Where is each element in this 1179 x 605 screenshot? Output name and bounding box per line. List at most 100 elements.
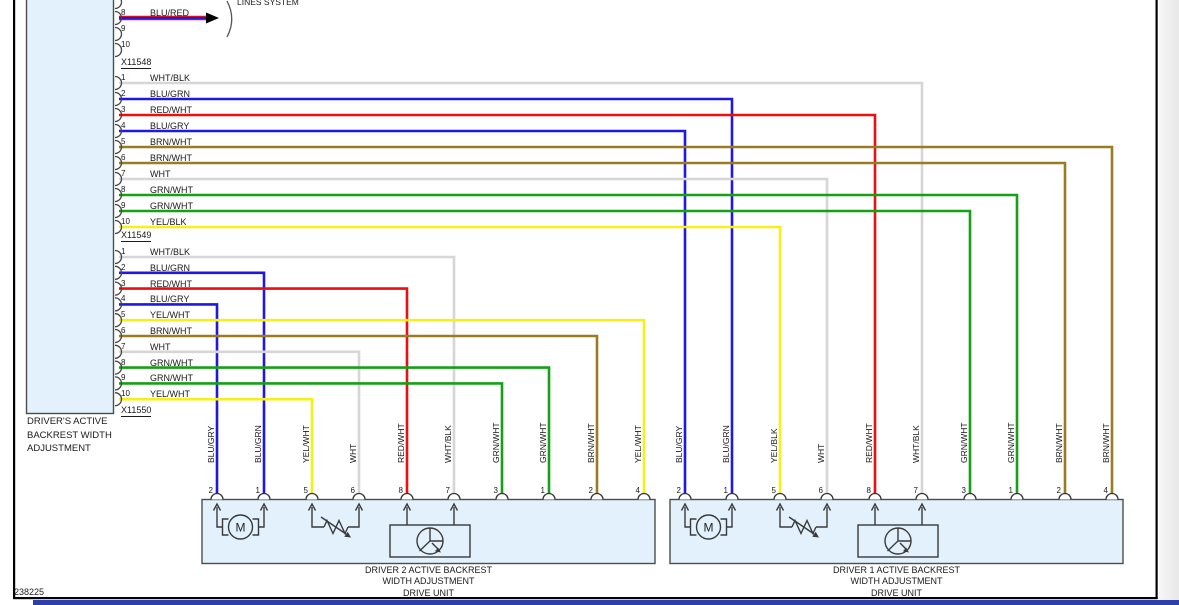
pin-number: 2 [121, 89, 126, 98]
connector-pin-arc [114, 281, 123, 296]
pin-number: 8 [121, 185, 126, 194]
unit-wire-color-label: GRN/WHT [1006, 422, 1016, 463]
wire-X11549-pin3 [119, 287, 409, 494]
unit-pin-arc [400, 492, 414, 500]
unit-pin-number: 1 [540, 486, 545, 495]
unit-pin-number: 2 [208, 486, 213, 495]
system-bracket [226, 0, 233, 38]
drive-unit-label-line: WIDTH ADJUSTMENT [850, 576, 943, 587]
wire-X11549-pin10 [119, 397, 314, 494]
unit-pin-number: 3 [493, 486, 498, 495]
vertical-scroll-strip[interactable] [1158, 0, 1179, 600]
wire-X11549-pin1 [119, 255, 456, 494]
unit-wire-color-label: BLU/GRY [206, 425, 216, 463]
pin-number: 3 [121, 278, 126, 288]
unit-pin-arc [868, 492, 882, 500]
wire-color-label: BLU/GRY [150, 121, 190, 131]
drive-unit-box-1 [669, 498, 1124, 565]
unit-wire-color-label: WHT/BLK [443, 425, 453, 463]
wire-color-label: WHT [150, 169, 171, 179]
wire-color-label: WHT/BLK [150, 247, 191, 257]
unit-pin-number: 4 [635, 486, 640, 495]
pin-number: 4 [121, 294, 126, 304]
wire-color-label: GRN/WHT [150, 185, 193, 195]
motor-letter: M [236, 521, 246, 535]
connector-label-X11548: X11548 [121, 57, 152, 69]
unit-wire-color-label: RED/WHT [864, 423, 874, 463]
connector-pin-arc [114, 203, 123, 219]
unit-wire-color-label: BLU/GRY [674, 425, 684, 463]
wire-X11548-pin9 [119, 209, 972, 494]
pin-number: 8 [121, 357, 126, 367]
horizontal-scrollbar-thumb[interactable] [33, 599, 1179, 605]
wire-X11549-pin2 [119, 271, 266, 494]
position-sensor-icon [389, 502, 471, 558]
pin-number: 7 [121, 341, 126, 351]
wire-X11548-pin1 [119, 81, 924, 494]
wire-X11548-pin2 [119, 97, 734, 494]
connector-pin-arc [114, 392, 123, 407]
connector-pin-arc [114, 123, 123, 139]
wire-X11549-pin6 [119, 334, 599, 494]
wire-X11548-pin7 [119, 177, 829, 494]
top-pin-number: 10 [121, 40, 130, 49]
unit-pin-number: 2 [588, 486, 593, 495]
unit-pin-arc [1105, 492, 1119, 500]
wire-color-label: RED/WHT [150, 105, 192, 115]
drive-unit-label-line: DRIVE UNIT [870, 587, 922, 598]
left-component-label-line2: BACKREST WIDTH [27, 429, 112, 441]
pin-number: 9 [121, 373, 126, 383]
wire-color-label: BLU/GRN [150, 89, 191, 99]
unit-pin-number: 1 [255, 486, 260, 495]
connector-pin-arc [114, 219, 123, 235]
pin-number: 7 [121, 169, 126, 178]
frame-left-border [13, 0, 16, 599]
left-component-box [25, 0, 115, 415]
pin-number: 10 [121, 389, 130, 399]
unit-wire-color-label: BRN/WHT [1054, 423, 1064, 463]
wire-X11548-pin5 [119, 145, 1114, 494]
unit-pin-arc [915, 492, 929, 500]
pin-number: 10 [121, 217, 130, 226]
unit-pin-arc [725, 492, 739, 500]
drive-unit-box-0 [201, 498, 656, 565]
unit-pin-arc [495, 492, 509, 500]
unit-pin-number: 2 [1056, 486, 1061, 495]
unit-wire-color-label: BLU/GRN [253, 425, 263, 463]
drive-unit-label-line: DRIVE UNIT [402, 587, 454, 598]
pin-number: 9 [121, 201, 126, 210]
unit-wire-color-label: WHT/BLK [911, 425, 921, 463]
top-wire-color-label: BLU/RED [150, 8, 190, 18]
unit-pin-number: 7 [445, 486, 450, 495]
diagram-id-footer: 238225 [14, 587, 45, 597]
wire-X11549-pin9 [119, 382, 504, 494]
connector-pin-arc [114, 265, 123, 280]
unit-pin-arc [820, 492, 834, 500]
wire-color-label: BLU/GRN [150, 262, 191, 273]
variable-resistor-icon [307, 502, 364, 538]
unit-pin-number: 6 [818, 486, 823, 495]
unit-pin-number: 1 [1008, 486, 1013, 495]
unit-pin-arc [1058, 492, 1072, 500]
pin-number: 4 [121, 121, 126, 130]
drive-unit-label-1: DRIVER 1 ACTIVE BACKREST WIDTH ADJUSTMENT… [787, 565, 1007, 599]
unit-pin-number: 6 [350, 486, 355, 495]
arrow-right-icon [206, 12, 219, 24]
wire-color-label: YEL/WHT [150, 310, 191, 321]
unit-pin-number: 5 [771, 486, 776, 495]
connector-pin-arc [114, 107, 123, 123]
drive-unit-label-0: DRIVER 2 ACTIVE BACKREST WIDTH ADJUSTMENT… [319, 565, 539, 599]
connector-pin-arc [114, 26, 123, 42]
wire-color-label: GRN/WHT [150, 201, 193, 211]
unit-wire-color-label: GRN/WHT [538, 422, 548, 463]
pin-number: 5 [121, 310, 126, 320]
frame-bottom-border [13, 597, 1158, 600]
wire-X11548-pin6 [119, 161, 1067, 494]
unit-pin-arc [447, 492, 461, 500]
connector-pin-arc [114, 297, 123, 312]
connector-pin-arc [114, 249, 123, 265]
pin-number: 1 [121, 247, 126, 256]
unit-pin-arc [305, 492, 319, 500]
left-component-label-line3: ADJUSTMENT [27, 443, 91, 454]
pin-number: 2 [121, 262, 126, 272]
